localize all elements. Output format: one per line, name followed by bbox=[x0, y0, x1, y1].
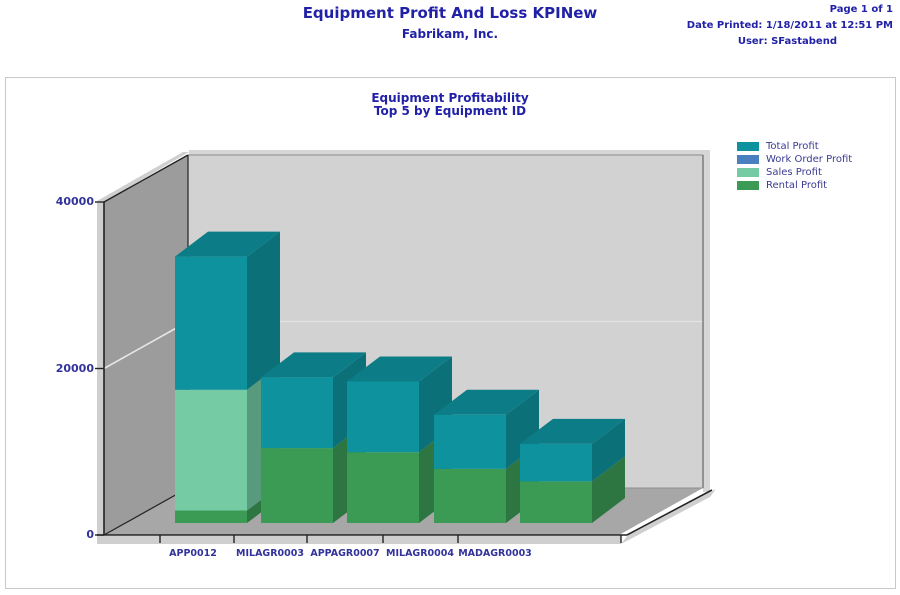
legend-swatch-icon bbox=[737, 168, 759, 177]
y-axis-tick-label: 40000 bbox=[55, 195, 94, 208]
company-name: Fabrikam, Inc. bbox=[401, 27, 499, 41]
report-title: Equipment Profit And Loss KPINew bbox=[302, 4, 598, 22]
legend-swatch-icon bbox=[737, 155, 759, 164]
legend-label: Rental Profit bbox=[766, 180, 828, 191]
printed-by-user: User: SFastabend bbox=[737, 36, 837, 47]
date-printed: Date Printed: 1/18/2011 at 12:51 PM bbox=[686, 20, 893, 31]
legend-swatch-icon bbox=[737, 142, 759, 151]
x-axis-category-label: MILAGR0003 bbox=[236, 548, 304, 559]
legend-item: Work Order Profit bbox=[737, 153, 852, 166]
page-number: Page 1 of 1 bbox=[829, 4, 893, 15]
chart-legend: Total Profit Work Order Profit Sales Profi… bbox=[737, 140, 852, 192]
chart-title: Equipment Profitability Top 5 by Equipme… bbox=[0, 92, 900, 118]
legend-label: Total Profit bbox=[766, 141, 819, 152]
x-axis-category-label: APPAGR0007 bbox=[310, 548, 380, 559]
chart-title-line2: Top 5 by Equipment ID bbox=[373, 104, 527, 118]
legend-label: Work Order Profit bbox=[766, 154, 853, 165]
report-meta: Page 1 of 1 Date Printed: 1/18/2011 at 1… bbox=[687, 2, 893, 50]
chart-title-line1: Equipment Profitability bbox=[371, 91, 529, 105]
legend-swatch-icon bbox=[737, 181, 759, 190]
legend-label: Sales Profit bbox=[766, 167, 822, 178]
legend-item: Sales Profit bbox=[737, 166, 852, 179]
legend-item: Rental Profit bbox=[737, 179, 852, 192]
legend-item: Total Profit bbox=[737, 140, 852, 153]
x-axis-category-label: APP0012 bbox=[169, 548, 217, 559]
x-axis-category-label: MILAGR0004 bbox=[386, 548, 454, 559]
x-axis-category-label: MADAGR0003 bbox=[458, 548, 532, 559]
y-axis-tick-label: 20000 bbox=[55, 361, 94, 375]
y-axis-tick-label: 0 bbox=[86, 528, 94, 541]
